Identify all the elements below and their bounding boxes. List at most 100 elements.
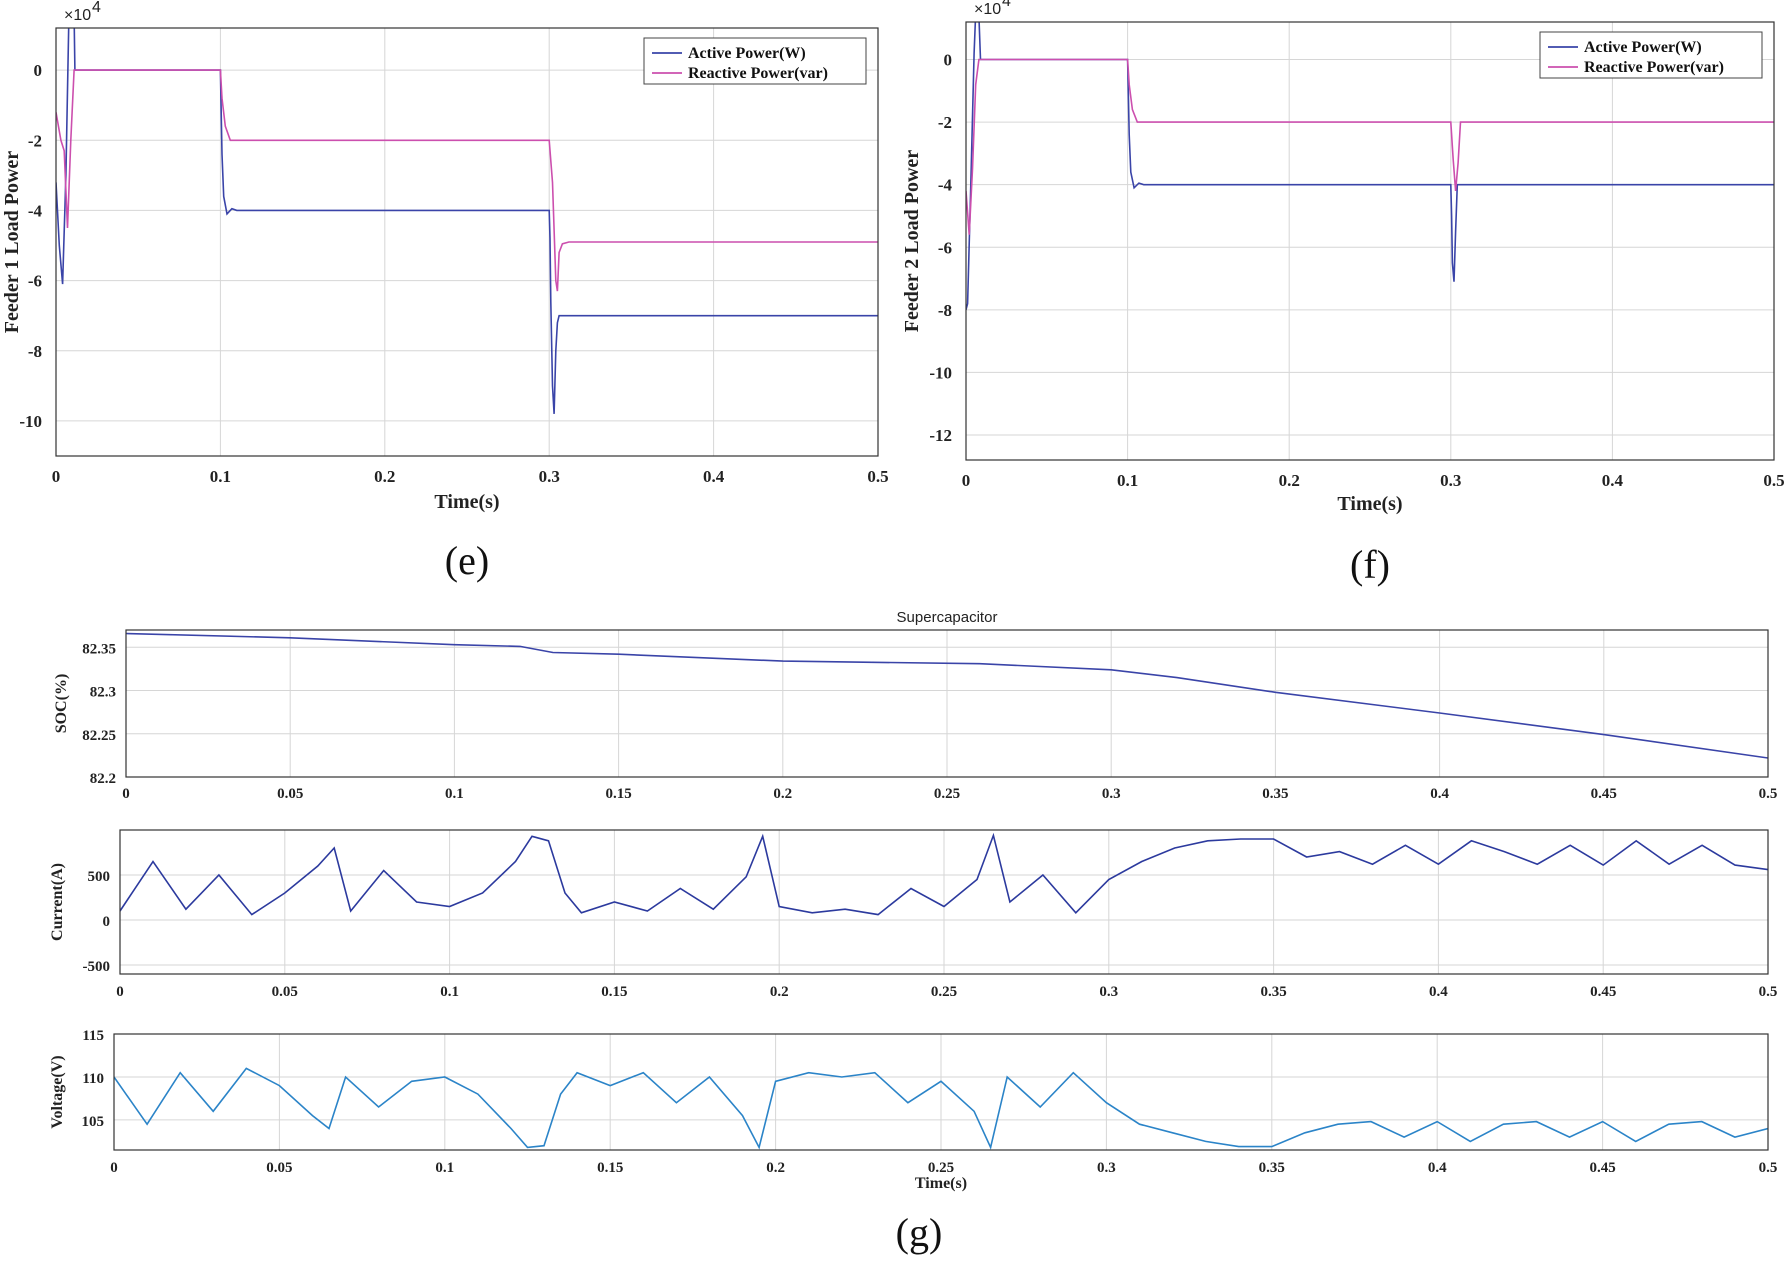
legend-box [643, 37, 867, 85]
chart-title: Supercapacitor [897, 609, 998, 626]
y-tick-label: -500 [83, 959, 111, 975]
chart-g-voltage: 0 0.05 0.1 0.15 0.2 0.25 0.3 0.35 0.4 0.45 0.5 115 1… [49, 1028, 1777, 1255]
series-line-active-power-w- [56, 28, 878, 414]
x-tick-label: 0.4 [1428, 1160, 1447, 1176]
x-axis-label: Time(s) [1337, 493, 1402, 515]
x-tick-label: 0.25 [934, 786, 960, 802]
x-tick-label: 0.05 [277, 786, 303, 802]
chart-f-feeder2-load-power: 0 0.1 0.2 0.3 0.4 0.5 0 -2 -4 -6 -8 -10 -12 Feeder 2 … [901, 0, 1785, 587]
y-tick-label: 0 [103, 914, 111, 930]
x-tick-label: 0.5 [867, 467, 888, 486]
x-axis-label: Time(s) [434, 491, 499, 513]
legend-label: Reactive Power(var) [688, 65, 828, 82]
exponent-label: ×10 [974, 1, 1001, 18]
x-tick-label: 0.2 [773, 786, 792, 802]
legend-label: Reactive Power(var) [1584, 59, 1724, 76]
chart-e-feeder1-load-power: 0 0.1 0.2 0.3 0.4 0.5 0 -2 -4 -6 -8 -10 Feeder 1 Loa… [1, 0, 889, 583]
x-tick-label: 0.5 [1759, 786, 1778, 802]
legend-label: Active Power(W) [688, 45, 806, 62]
x-tick-label: 0.1 [435, 1160, 454, 1176]
y-tick-label: 0 [34, 61, 43, 80]
x-tick-label: 0 [52, 467, 61, 486]
x-tick-label: 0.5 [1763, 471, 1784, 490]
chart-g-soc: 0 0.05 0.1 0.15 0.2 0.25 0.3 0.35 0.4 0.45 0.5 82.2… [53, 609, 1777, 802]
x-tick-label: 0.1 [445, 786, 464, 802]
axes-box [119, 829, 1769, 975]
y-tick-label: -12 [929, 426, 952, 445]
y-tick-label: 0 [944, 51, 953, 70]
panel-caption: (e) [445, 538, 489, 583]
x-tick-label: 0.4 [1430, 786, 1449, 802]
y-tick-label: -8 [28, 342, 42, 361]
x-tick-label: 0.3 [539, 467, 560, 486]
x-tick-label: 0.45 [1589, 1160, 1615, 1176]
y-axis-label: Feeder 2 Load Power [901, 150, 923, 332]
axes-box [965, 21, 1775, 461]
panel-caption-g: (g) [896, 1210, 943, 1255]
y-axis-label: Voltage(V) [49, 1055, 66, 1128]
legend-box [1539, 31, 1763, 79]
x-tick-label: 0 [110, 1160, 118, 1176]
series-line-reactive-power-var- [966, 58, 1774, 235]
y-tick-label: -4 [938, 176, 953, 195]
y-tick-label: 500 [88, 869, 111, 885]
y-tick-label: -10 [929, 363, 952, 382]
y-tick-label: 82.35 [82, 641, 116, 657]
x-tick-label: 0 [962, 471, 971, 490]
x-tick-label: 0.15 [601, 984, 627, 1000]
x-tick-label: 0.05 [266, 1160, 292, 1176]
series-line-current [120, 832, 1768, 916]
axes-box [113, 1033, 1769, 1151]
x-axis-label: Time(s) [915, 1175, 967, 1192]
x-tick-label: 0.4 [703, 467, 725, 486]
y-axis-label: Feeder 1 Load Power [1, 151, 23, 333]
y-tick-label: 82.25 [82, 728, 116, 744]
x-tick-label: 0.15 [605, 786, 631, 802]
x-tick-label: 0 [122, 786, 130, 802]
series-line-active-power-w- [966, 22, 1774, 310]
x-tick-label: 0.1 [1117, 471, 1138, 490]
series-line-reactive-power-var- [56, 69, 878, 292]
series-line-soc [126, 632, 1768, 759]
x-tick-label: 0.35 [1260, 984, 1286, 1000]
x-tick-label: 0.1 [440, 984, 459, 1000]
x-tick-label: 0.45 [1590, 984, 1616, 1000]
x-tick-label: 0.2 [1279, 471, 1300, 490]
x-tick-label: 0.4 [1602, 471, 1624, 490]
y-tick-label: -10 [19, 412, 42, 431]
x-tick-label: 0.5 [1759, 1160, 1778, 1176]
series-line-voltage [114, 1067, 1768, 1150]
x-tick-label: 0.2 [766, 1160, 785, 1176]
exponent-label: ×10 [64, 7, 91, 24]
x-tick-label: 0.05 [272, 984, 298, 1000]
chart-g-current: 0 0.05 0.1 0.15 0.2 0.25 0.3 0.35 0.4 0.45 0.5 500 0… [49, 829, 1777, 1000]
x-tick-label: 0.2 [770, 984, 789, 1000]
x-tick-label: 0.4 [1429, 984, 1448, 1000]
x-tick-label: 0.15 [597, 1160, 623, 1176]
y-axis-label: Current(A) [49, 863, 66, 941]
x-tick-label: 0.45 [1591, 786, 1617, 802]
x-tick-label: 0.3 [1097, 1160, 1116, 1176]
axes-box [55, 27, 879, 457]
y-tick-label: -2 [938, 113, 952, 132]
plot-area [966, 22, 1774, 460]
x-tick-label: 0 [116, 984, 124, 1000]
x-tick-label: 0.2 [374, 467, 395, 486]
legend-label: Active Power(W) [1584, 39, 1702, 56]
y-axis-label: SOC(%) [53, 674, 70, 734]
y-tick-label: -6 [938, 238, 952, 257]
x-tick-label: 0.25 [931, 984, 957, 1000]
y-tick-label: 110 [82, 1071, 104, 1087]
y-tick-label: 82.3 [90, 685, 116, 701]
y-tick-label: -2 [28, 131, 42, 150]
x-tick-label: 0.3 [1099, 984, 1118, 1000]
y-tick-label: -8 [938, 301, 952, 320]
x-tick-label: 0.3 [1440, 471, 1461, 490]
x-tick-label: 0.35 [1262, 786, 1288, 802]
y-tick-label: -4 [28, 201, 43, 220]
x-tick-label: 0.3 [1102, 786, 1121, 802]
y-tick-label: 105 [82, 1114, 105, 1130]
y-tick-label: 115 [82, 1028, 104, 1044]
y-tick-label: -6 [28, 272, 42, 291]
exponent-power: 4 [92, 0, 101, 16]
